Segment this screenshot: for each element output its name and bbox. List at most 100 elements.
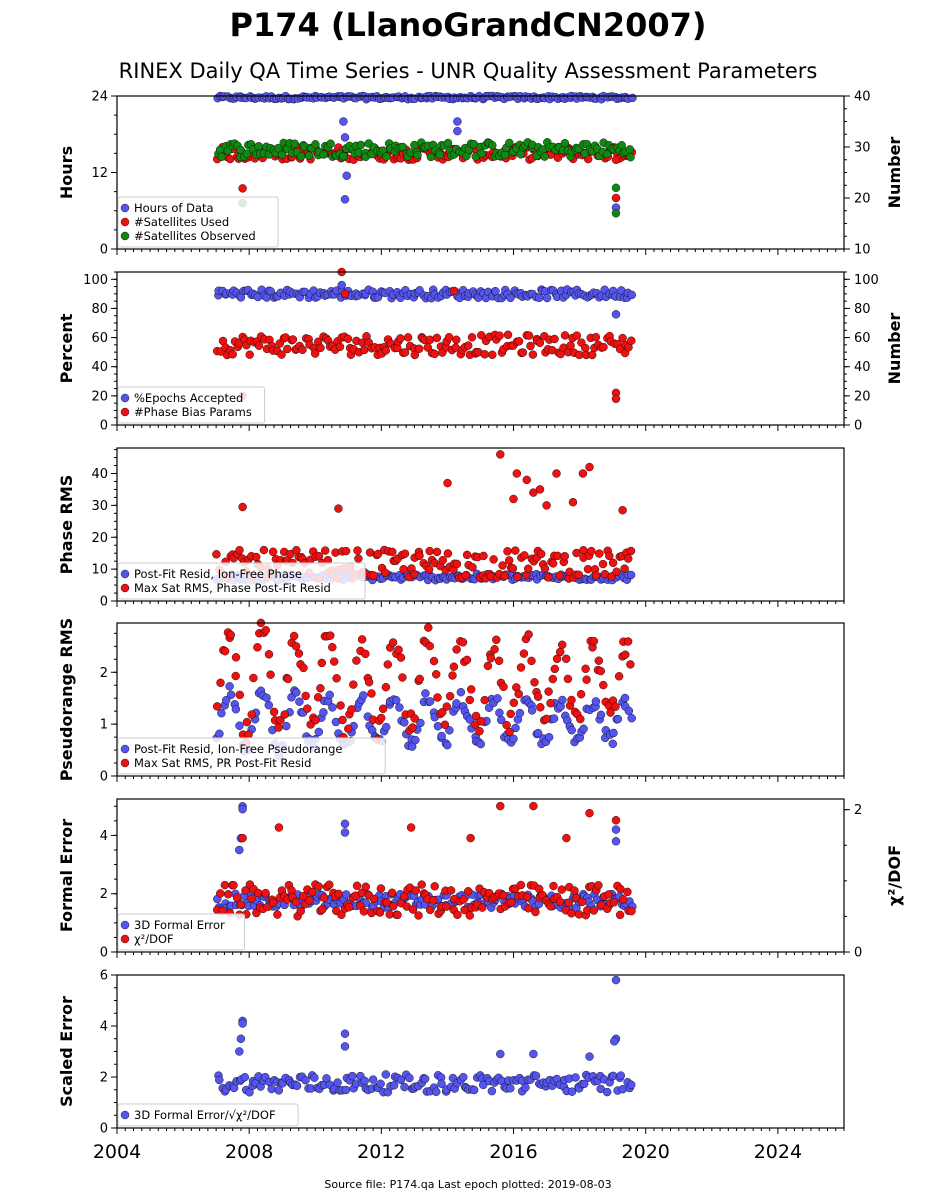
data-point [591, 571, 601, 580]
y-tick-label: 40 [91, 360, 108, 375]
y-right-tick-label: 10 [854, 243, 871, 258]
outlier-point [585, 462, 594, 472]
data-point [277, 150, 287, 159]
x-tick-label: 2024 [754, 1141, 802, 1163]
data-point [291, 897, 301, 907]
outlier-point [535, 485, 545, 494]
data-point [609, 728, 618, 738]
data-point [477, 331, 486, 340]
y-tick-label: 20 [91, 389, 108, 404]
outlier-point [611, 155, 621, 165]
data-point [304, 151, 314, 160]
data-point [497, 715, 506, 725]
data-point [550, 664, 559, 674]
data-point [264, 650, 274, 659]
data-point [290, 139, 299, 148]
data-point [443, 549, 453, 558]
data-point [524, 564, 533, 573]
data-point [442, 702, 451, 711]
data-point [352, 656, 361, 665]
data-point [299, 892, 308, 901]
data-point [494, 656, 504, 665]
data-point [377, 713, 386, 723]
data-point [549, 714, 559, 723]
y-right-tick-label: 40 [854, 360, 871, 375]
data-point [336, 701, 345, 710]
y-tick-label: 40 [91, 467, 108, 482]
data-point [283, 344, 292, 354]
data-point [383, 660, 392, 669]
data-point [624, 706, 634, 716]
data-point [556, 647, 565, 657]
legend-entry: Max Sat RMS, PR Post-Fit Resid [134, 756, 311, 770]
data-point [478, 903, 487, 912]
data-point [376, 884, 386, 893]
data-point [432, 333, 442, 343]
y-tick-label: 6 [100, 969, 108, 984]
y-right-axis-label: Number [885, 313, 904, 385]
y-tick-label: 4 [100, 829, 108, 844]
outlier-point [611, 193, 621, 203]
data-point [235, 690, 245, 700]
data-point [477, 149, 486, 158]
data-point [487, 1086, 497, 1096]
data-point [452, 645, 461, 654]
data-point [618, 333, 627, 343]
legend: %Epochs Accepted#Phase Bias Params [117, 386, 266, 424]
data-point [432, 1087, 441, 1097]
data-point [476, 739, 485, 749]
data-point [382, 152, 391, 161]
data-point [319, 708, 328, 717]
data-point [537, 549, 546, 559]
data-point [548, 559, 558, 568]
data-point [611, 702, 620, 711]
data-points [212, 267, 636, 403]
outlier-point [611, 183, 621, 193]
data-point [506, 1084, 515, 1093]
data-point [488, 350, 497, 359]
data-point [506, 709, 515, 719]
data-point [612, 567, 621, 576]
data-point [479, 551, 488, 561]
data-point [369, 571, 378, 580]
data-point [560, 552, 569, 561]
data-points [214, 975, 636, 1097]
data-point [216, 678, 225, 687]
series-1-points [214, 975, 636, 1097]
series-2-points [212, 801, 636, 921]
data-point [620, 564, 629, 573]
y-right-tick-label: 80 [854, 302, 871, 317]
data-point [452, 335, 461, 344]
data-point [229, 881, 238, 890]
legend-entry: %Epochs Accepted [134, 391, 243, 405]
data-point [500, 150, 510, 160]
data-point [424, 565, 434, 574]
data-point [558, 695, 567, 705]
outlier-point [334, 504, 343, 513]
data-point [546, 699, 555, 708]
data-point [296, 907, 305, 916]
data-point [595, 549, 604, 558]
data-point [344, 903, 354, 912]
data-point [415, 344, 424, 353]
data-point [499, 682, 508, 691]
data-point [462, 550, 472, 560]
data-point [321, 546, 330, 555]
data-point [449, 662, 459, 671]
data-point [337, 910, 346, 919]
outlier-point [406, 823, 416, 832]
legend-box [117, 737, 386, 775]
data-point [262, 693, 271, 702]
data-point [245, 1088, 254, 1097]
data-point [614, 672, 624, 681]
data-point [410, 714, 419, 723]
data-point [376, 1079, 385, 1089]
y-tick-label: 0 [100, 243, 108, 258]
data-point [415, 551, 424, 560]
legend-marker [120, 758, 130, 768]
legend-marker [120, 934, 130, 944]
outlier-point [509, 494, 518, 504]
data-point [609, 898, 619, 907]
data-point [301, 691, 310, 701]
